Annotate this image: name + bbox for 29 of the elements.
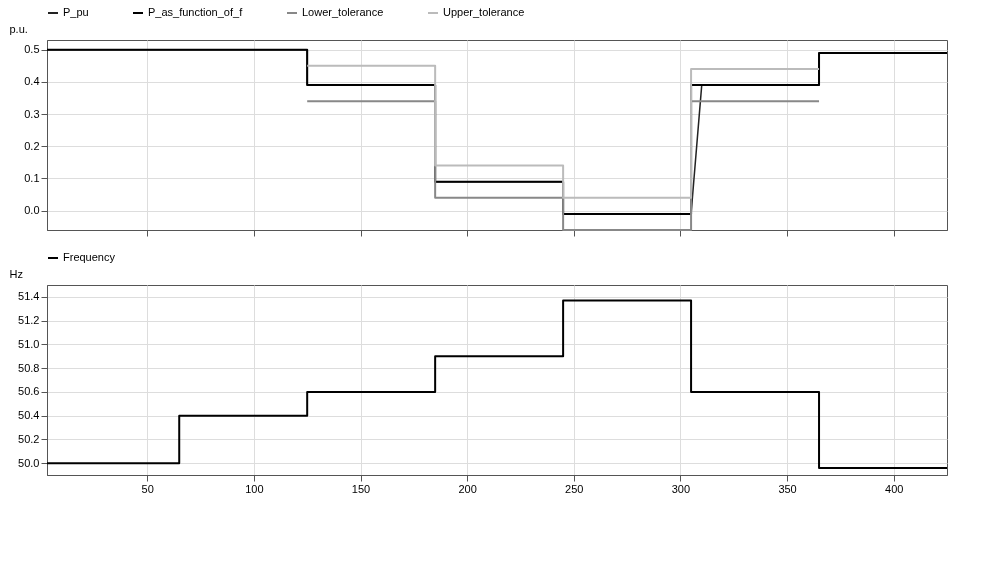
- y-tick-label: 0.3: [24, 107, 40, 120]
- legend-label: P_as_function_of_f: [148, 6, 244, 18]
- x-tick-label: 50: [141, 482, 154, 495]
- x-tick-label: 400: [885, 482, 904, 495]
- y-tick-label: 50.0: [18, 456, 40, 469]
- x-tick-label: 350: [778, 482, 797, 495]
- y-tick-label: 0.2: [24, 139, 40, 152]
- y-tick-label: 51.4: [18, 290, 40, 303]
- x-tick-label: 300: [671, 482, 691, 495]
- legend-label: P_pu: [63, 6, 89, 18]
- y-tick-label: 50.2: [18, 432, 40, 445]
- x-tick-label: 200: [458, 482, 477, 495]
- y-tick-label: 0.1: [24, 171, 40, 184]
- y-tick-label: 0.5: [24, 43, 40, 56]
- x-tick-label: 250: [565, 482, 584, 495]
- y-tick-label: 51.2: [18, 314, 40, 327]
- legend-label: Frequency: [63, 251, 116, 263]
- y-tick-label: 50.4: [18, 409, 40, 422]
- legend-label: Upper_tolerance: [443, 6, 525, 18]
- y-axis-title: Hz: [9, 267, 23, 280]
- x-tick-label: 150: [351, 482, 371, 495]
- y-axis-title: p.u.: [9, 22, 28, 35]
- y-tick-label: 50.8: [18, 361, 40, 374]
- legend-label: Lower_tolerance: [302, 6, 384, 18]
- y-tick-label: 51.0: [18, 337, 40, 350]
- y-tick-label: 0.0: [24, 204, 40, 217]
- y-tick-label: 0.4: [24, 75, 40, 88]
- x-tick-label: 100: [245, 482, 264, 495]
- y-tick-label: 50.6: [18, 385, 40, 398]
